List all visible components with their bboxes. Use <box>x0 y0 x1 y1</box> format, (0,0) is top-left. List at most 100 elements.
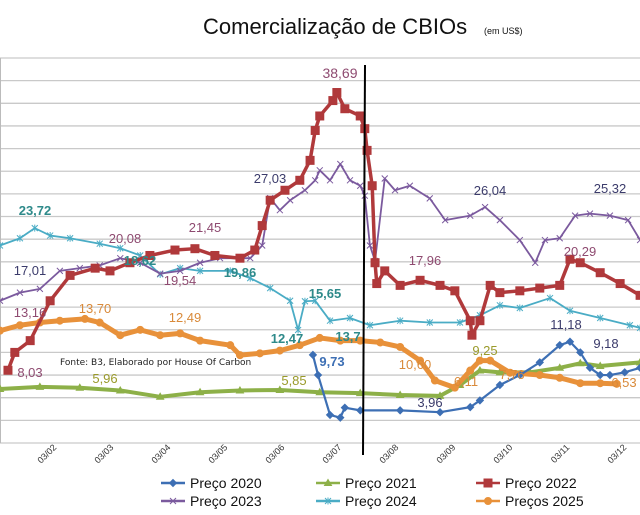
data-point <box>541 236 549 244</box>
data-point <box>286 196 294 204</box>
data-point <box>105 266 115 276</box>
data-point <box>626 321 634 329</box>
data-point <box>265 195 275 205</box>
data-point <box>336 413 345 422</box>
x-tick-label: 03/09 <box>434 442 457 465</box>
data-point <box>475 316 485 326</box>
legend-label: Preço 2021 <box>345 475 417 491</box>
data-point <box>226 341 235 350</box>
data-label: 23,72 <box>19 203 52 218</box>
data-point <box>535 283 545 293</box>
data-point <box>170 245 180 255</box>
data-point <box>35 382 45 390</box>
data-point <box>556 234 564 242</box>
data-point <box>406 182 414 190</box>
series-line <box>0 227 640 331</box>
data-point <box>324 497 332 505</box>
legend-item[interactable]: Preço 2024 <box>315 492 475 510</box>
data-label: 27,03 <box>254 171 287 186</box>
data-point <box>356 182 364 190</box>
x-tick-label: 03/06 <box>263 442 286 465</box>
data-label: 19,86 <box>224 265 257 280</box>
x-tick-label: 03/12 <box>605 442 628 465</box>
data-point <box>381 175 389 182</box>
data-point <box>275 346 284 355</box>
data-point <box>635 363 640 372</box>
data-point <box>483 478 493 488</box>
data-point <box>466 402 475 412</box>
data-label: 12,49 <box>169 310 202 325</box>
data-point <box>366 321 374 329</box>
data-point <box>156 331 165 340</box>
data-point <box>75 383 85 391</box>
data-point <box>305 155 315 165</box>
data-point <box>467 330 477 340</box>
data-point <box>80 314 89 323</box>
data-point <box>426 319 434 327</box>
data-point <box>310 125 320 135</box>
series-precos-2025 <box>0 314 621 392</box>
data-point <box>125 258 135 268</box>
x-tick-label: 03/01 <box>0 442 1 465</box>
data-point <box>0 242 4 250</box>
data-point <box>235 351 244 360</box>
data-point <box>196 259 204 267</box>
gridlines <box>0 57 640 444</box>
data-point <box>362 145 372 155</box>
data-point <box>450 286 460 296</box>
data-point <box>294 326 302 334</box>
legend-label: Preço 2024 <box>345 493 417 509</box>
data-point <box>485 280 495 290</box>
legend-item[interactable]: Preço 2023 <box>160 492 315 510</box>
data-point <box>481 203 489 211</box>
data-point <box>596 379 605 388</box>
legend-item[interactable]: Preços 2025 <box>475 492 625 510</box>
x-tick-label: 03/07 <box>320 442 343 465</box>
data-point <box>45 296 55 306</box>
data-point <box>116 244 124 252</box>
data-point <box>145 250 155 260</box>
data-point <box>25 336 35 346</box>
legend-item[interactable]: Preço 2020 <box>160 474 315 492</box>
data-point <box>286 297 294 305</box>
legend-item[interactable]: Preço 2022 <box>475 474 625 492</box>
data-label: 15,65 <box>309 286 342 301</box>
data-point <box>250 245 260 255</box>
data-label: 9,18 <box>593 336 618 351</box>
x-tick-label: 03/10 <box>491 442 514 465</box>
data-point <box>176 267 184 275</box>
data-point <box>596 314 604 322</box>
triangle-marker-icon <box>316 478 340 486</box>
data-labels: 38,69 23,72 17,01 13,16 8,03 5,96 13,70 20,08 18… <box>14 65 637 410</box>
series-group <box>0 88 640 422</box>
legend-item[interactable]: Preço 2021 <box>315 474 475 492</box>
data-point <box>555 340 564 350</box>
data-point <box>258 242 266 249</box>
data-label: 5,96 <box>92 371 117 386</box>
data-label: 13,7 <box>335 329 360 344</box>
x-tick-label: 03/08 <box>377 442 400 465</box>
data-point <box>396 342 405 351</box>
data-point <box>326 176 334 184</box>
data-label: 6,53 <box>611 375 636 390</box>
data-point <box>323 478 333 486</box>
data-point <box>575 358 585 367</box>
data-point <box>391 186 399 194</box>
square-marker-icon <box>476 478 500 488</box>
series-line <box>6 90 640 373</box>
data-point <box>441 216 449 224</box>
data-label: 17,01 <box>14 263 47 278</box>
data-point <box>315 333 324 342</box>
data-point <box>56 267 64 275</box>
data-point <box>624 216 632 224</box>
data-point <box>576 379 585 388</box>
data-point <box>586 210 594 217</box>
data-label: 9,73 <box>319 354 344 369</box>
chart-title: Comercialização de CBIOs <box>203 14 468 39</box>
x-marker-icon <box>161 497 185 505</box>
data-point <box>210 250 220 260</box>
data-point <box>571 212 579 219</box>
data-point <box>465 316 475 326</box>
data-point <box>395 280 405 290</box>
data-point <box>555 280 565 290</box>
